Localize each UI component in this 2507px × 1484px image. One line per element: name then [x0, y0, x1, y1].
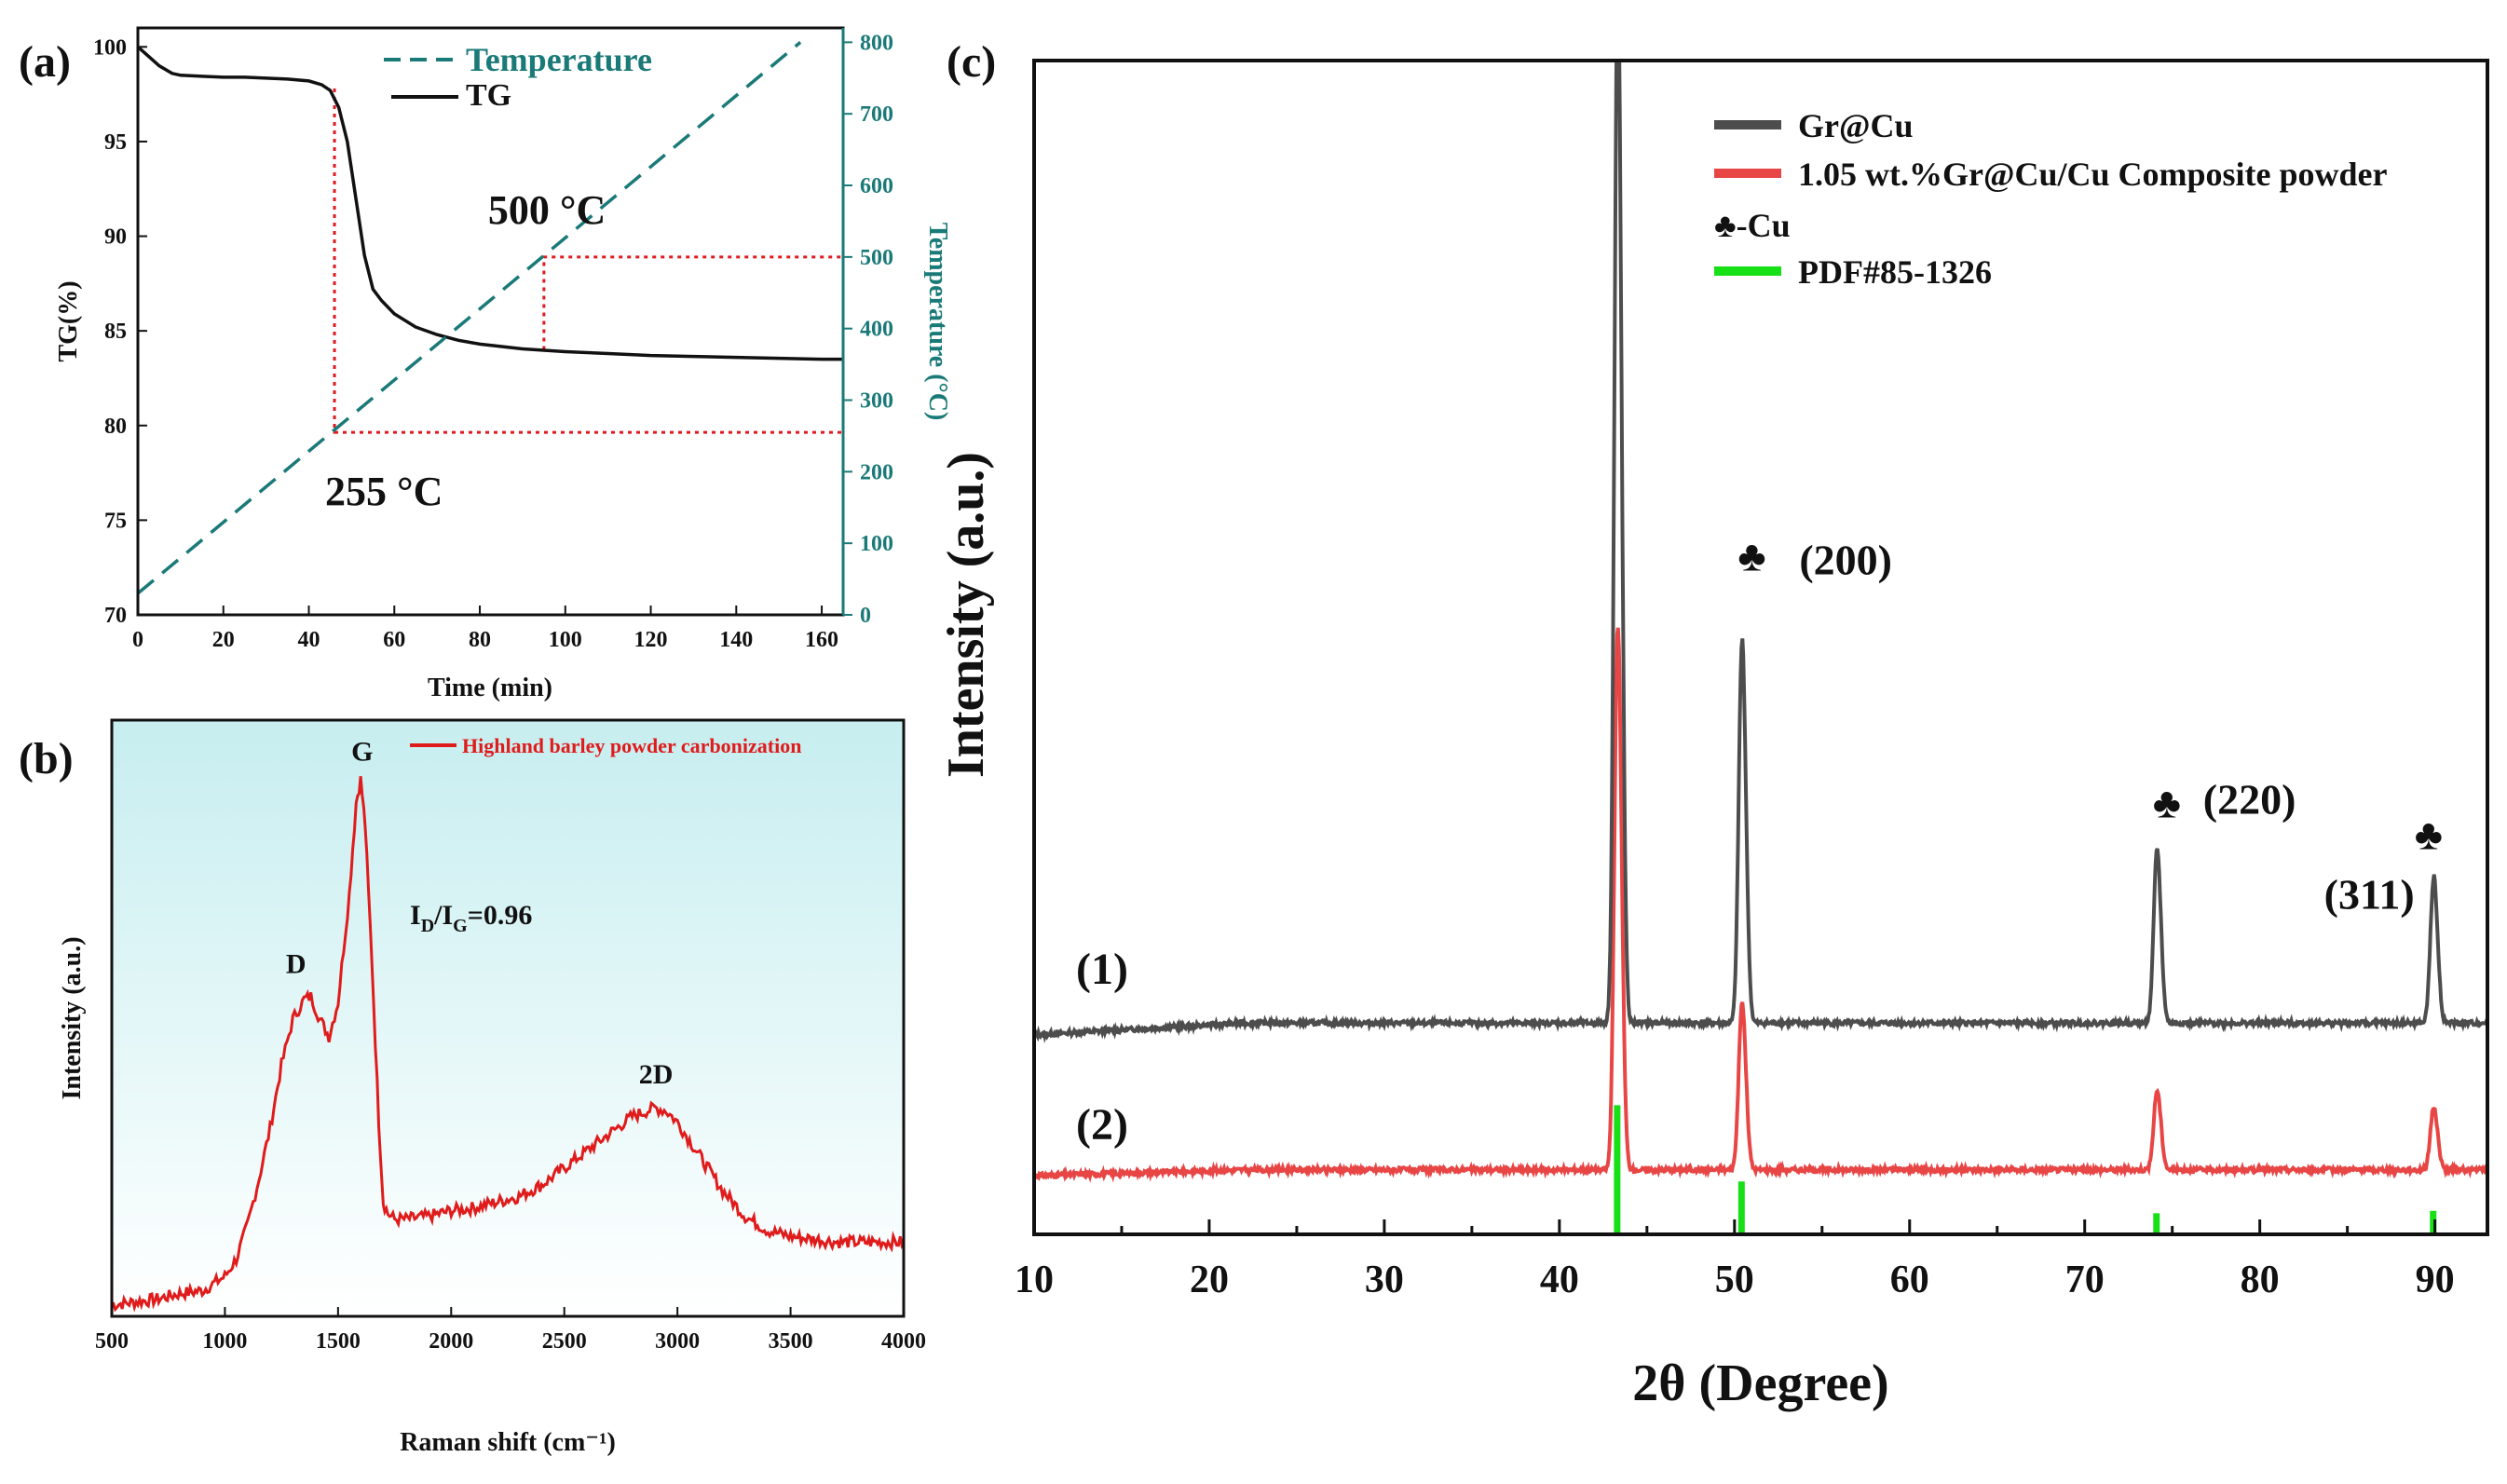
- b-xtick-label: 2500: [542, 1329, 587, 1354]
- a-y2tick-label: 400: [860, 318, 893, 342]
- grcu-line: [1034, 61, 2487, 1044]
- c-xtick-label: 40: [1540, 1259, 1579, 1301]
- a-xtick-label: 120: [634, 628, 668, 652]
- panel-b-frame: [110, 718, 906, 1318]
- panel-c-frame: [1032, 59, 2489, 1236]
- a-xtick-label: 160: [805, 628, 838, 652]
- c-xtick-label: 80: [2241, 1259, 2280, 1301]
- panel-c-y-axis-title: Intensity (a.u.): [937, 452, 995, 778]
- panel-a-y2-axis-title: Temperature (°C): [923, 223, 952, 421]
- raman-g-label: G: [351, 737, 373, 768]
- curve-label-2: (2): [1076, 1100, 1128, 1150]
- a-y2tick-label: 100: [860, 532, 893, 556]
- legend-grcu-label: Gr@Cu: [1798, 107, 1914, 144]
- peak-label-200: (200): [1799, 536, 1892, 583]
- a-y2tick-label: 0: [860, 604, 871, 628]
- a-ytick-label: 80: [104, 415, 127, 439]
- a-ytick-label: 90: [104, 225, 127, 250]
- c-xtick-label: 20: [1190, 1259, 1229, 1301]
- panel-b-raman-chart: (b) 500 1000 1500 2000 2500 3000 3500 4000 Rama…: [19, 718, 926, 1457]
- panel-b-x-axis-title: Raman shift (cm⁻¹): [400, 1428, 616, 1457]
- temperature-line: [138, 41, 802, 595]
- c-xtick-label: 30: [1365, 1259, 1404, 1301]
- a-xtick-label: 0: [132, 628, 143, 652]
- legend-tg-label: TG: [466, 78, 511, 113]
- a-xtick-label: 20: [212, 628, 235, 652]
- a-y2tick-label: 600: [860, 174, 893, 198]
- a-y2tick-label: 500: [860, 246, 893, 270]
- tg-line: [138, 46, 843, 361]
- panel-b-background: [112, 720, 904, 1316]
- panel-b-legend: Highland barley powder carbonization: [410, 734, 801, 757]
- panel-a-label: (a): [19, 37, 71, 87]
- panel-a-legend: Temperature TG: [384, 41, 652, 113]
- panel-a-tg-temperature-chart: (a) 0 20 40 60 80 100 120 140 160 70 75 80 85 90 95 100…: [19, 26, 952, 702]
- panel-b-y-axis-title: Intensity (a.u.): [58, 936, 87, 1099]
- legend-cu-label: ♣-Cu: [1714, 207, 1791, 244]
- a-ytick-label: 85: [104, 320, 127, 344]
- panel-c-label: (c): [947, 37, 996, 87]
- guide-500c: [542, 255, 843, 350]
- b-xtick-label: 4000: [881, 1329, 926, 1354]
- panel-c-x-axis-title: 2θ (Degree): [1632, 1355, 1888, 1412]
- a-ytick-label: 75: [104, 509, 127, 533]
- legend-raman-label: Highland barley powder carbonization: [462, 734, 801, 757]
- c-xtick-label: 50: [1715, 1259, 1754, 1301]
- b-xtick-label: 3000: [655, 1329, 700, 1354]
- c-xtick-label: 60: [1890, 1259, 1929, 1301]
- a-y2tick-label: 700: [860, 102, 893, 127]
- peak-label-220: (220): [2203, 776, 2296, 824]
- cu-symbol-200: ♣: [1737, 532, 1765, 579]
- annotation-255c: 255 °C: [325, 469, 443, 514]
- curve-label-1: (1): [1076, 945, 1128, 994]
- panel-b-label: (b): [19, 734, 74, 783]
- b-xtick-label: 500: [95, 1329, 129, 1354]
- annotation-500c: 500 °C: [488, 187, 606, 233]
- a-xtick-label: 40: [298, 628, 320, 652]
- a-xtick-label: 60: [383, 628, 405, 652]
- c-xtick-label: 90: [2416, 1259, 2455, 1301]
- a-ytick-label: 95: [104, 130, 127, 155]
- b-xtick-label: 1500: [316, 1329, 361, 1354]
- a-xtick-label: 80: [469, 628, 491, 652]
- b-xtick-label: 2000: [429, 1329, 473, 1354]
- a-y2tick-label: 800: [860, 31, 893, 55]
- a-ytick-label: 70: [104, 604, 127, 628]
- raman-d-label: D: [286, 949, 307, 980]
- cu-symbol-311: ♣: [2415, 811, 2443, 859]
- legend-pdf-label: PDF#85-1326: [1798, 253, 1992, 291]
- b-xtick-label: 3500: [769, 1329, 813, 1354]
- a-xtick-label: 100: [549, 628, 582, 652]
- a-y2tick-label: 200: [860, 460, 893, 484]
- c-xtick-label: 70: [2065, 1259, 2105, 1301]
- a-ytick-label: 100: [93, 35, 127, 60]
- panel-c-legend: Gr@Cu 1.05 wt.%Gr@Cu/Cu Composite powder…: [1714, 107, 2388, 291]
- c-xtick-label: 10: [1015, 1259, 1054, 1301]
- legend-temperature-label: Temperature: [466, 41, 652, 78]
- raman-line: [112, 776, 904, 1313]
- panel-a-y-axis-title: TG(%): [54, 280, 83, 361]
- panel-a-frame: [136, 26, 845, 617]
- id-ig-ratio-label: ID/IG=0.96: [410, 900, 532, 936]
- b-xtick-label: 1000: [202, 1329, 247, 1354]
- legend-composite-label: 1.05 wt.%Gr@Cu/Cu Composite powder: [1798, 156, 2388, 193]
- raman-2d-label: 2D: [639, 1059, 674, 1090]
- peak-label-311: (311): [2324, 871, 2415, 919]
- panel-a-x-axis-title: Time (min): [428, 674, 552, 702]
- cu-symbol-220: ♣: [2153, 780, 2181, 827]
- guide-255c: [333, 88, 843, 434]
- composite-line: [1034, 627, 2487, 1183]
- panel-c-xrd-chart: (c) 10 20 30 40 50 60 70 80 90 2θ (Degree) Inten…: [937, 37, 2489, 1412]
- a-y2tick-label: 300: [860, 389, 893, 414]
- a-xtick-label: 140: [719, 628, 753, 652]
